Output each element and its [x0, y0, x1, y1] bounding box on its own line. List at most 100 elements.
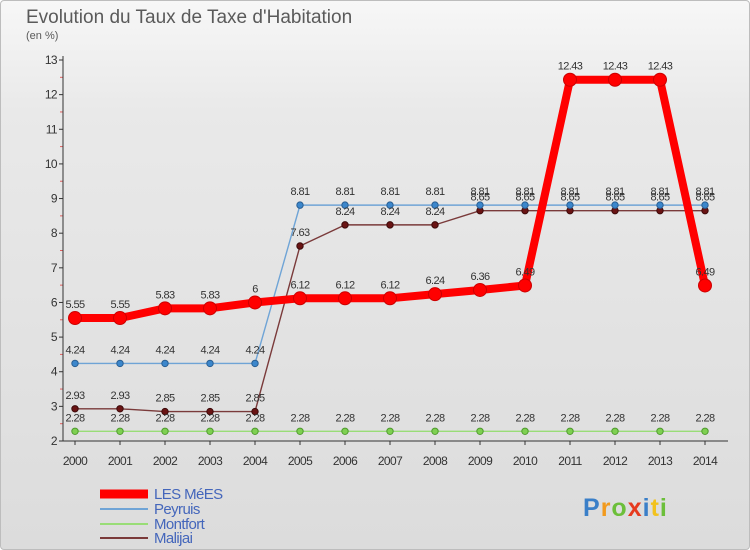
data-label: 8.81 [560, 186, 579, 198]
data-label: 4.24 [65, 344, 84, 356]
axes: 2 3 4 5 6 7 8 9 10 11 12 13 2000 2001 2002 2003 2004 2005… [45, 53, 728, 468]
data-label: 8.81 [380, 186, 399, 198]
data-label: 8.81 [290, 186, 309, 198]
data-point [701, 427, 709, 436]
data-point [566, 201, 574, 209]
data-label: 2.93 [110, 390, 129, 402]
y-tick-label: 9 [51, 192, 58, 206]
data-label: 8.65 [605, 192, 624, 204]
data-point [116, 427, 124, 436]
data-point [296, 201, 304, 209]
data-label: 12.43 [648, 61, 673, 73]
data-point [116, 405, 124, 413]
data-label: 4.24 [155, 344, 174, 356]
data-label: 6.12 [335, 279, 354, 291]
data-point [608, 72, 622, 87]
data-point [428, 287, 442, 302]
logo-letter: i [660, 494, 668, 522]
legend-label: Peyruis [154, 501, 200, 518]
data-label: 2.28 [515, 412, 534, 424]
data-label: 2.28 [245, 412, 264, 424]
chart-subtitle: (en %) [26, 30, 58, 42]
chart-title: Evolution du Taux de Taxe d'Habitation [26, 7, 352, 28]
data-label: 12.43 [603, 61, 628, 73]
data-label: 5.55 [110, 299, 129, 311]
data-point [116, 359, 124, 368]
proxiti-logo: Proxiti [583, 494, 668, 522]
data-point [296, 427, 304, 436]
data-label: 4.24 [245, 344, 264, 356]
data-label: 2.28 [65, 412, 84, 424]
legend-label: Montfort [154, 516, 206, 533]
data-point [563, 72, 577, 87]
data-point [476, 201, 484, 209]
data-point [161, 359, 169, 368]
data-label: 2.85 [155, 393, 174, 405]
x-tick-label: 2007 [378, 454, 403, 468]
data-labels-layer: 5.55 5.55 5.83 5.83 6 6.12 6.12 6.12 6.24 6.36 6.4… [65, 61, 715, 425]
data-label: 4.24 [110, 344, 129, 356]
y-tick-label: 8 [51, 226, 58, 240]
x-tick-label: 2000 [63, 454, 88, 468]
data-point [161, 427, 169, 436]
data-point [431, 427, 439, 436]
data-label: 2.28 [605, 412, 624, 424]
data-point [656, 427, 664, 436]
x-tick-label: 2009 [468, 454, 493, 468]
data-point [431, 221, 439, 229]
series-malijai [71, 206, 709, 416]
data-point [653, 72, 667, 87]
data-label: 8.81 [605, 186, 624, 198]
x-tick-label: 2004 [243, 454, 268, 468]
data-label: 6.24 [425, 275, 444, 287]
y-tick-label: 4 [51, 365, 58, 379]
data-label: 2.28 [560, 412, 579, 424]
data-label: 8.81 [650, 186, 669, 198]
y-tick-label: 11 [46, 122, 58, 136]
logo-text: Proxiti [583, 494, 668, 522]
x-tick-label: 2006 [333, 454, 358, 468]
x-tick-label: 2008 [423, 454, 448, 468]
data-label: 6.36 [470, 271, 489, 283]
data-point [203, 301, 217, 316]
data-point [206, 359, 214, 368]
y-tick-label: 3 [51, 399, 58, 413]
data-point [701, 201, 709, 209]
data-point [431, 201, 439, 209]
data-point [206, 427, 214, 436]
data-point [206, 407, 214, 416]
data-point [161, 407, 169, 416]
data-point [113, 311, 127, 326]
data-label: 4.24 [200, 344, 219, 356]
y-tick-label: 10 [45, 157, 58, 171]
data-label: 6.12 [380, 279, 399, 291]
data-label: 6 [252, 283, 258, 295]
data-point [698, 278, 712, 293]
data-point [611, 427, 619, 436]
data-label: 2.28 [650, 412, 669, 424]
legend-label: Malijai [154, 530, 193, 547]
data-point [71, 427, 79, 436]
data-label: 2.28 [335, 412, 354, 424]
data-point [341, 221, 349, 229]
data-point [341, 201, 349, 209]
data-label: 2.28 [155, 412, 174, 424]
data-label: 8.65 [560, 192, 579, 204]
data-label: 2.28 [200, 412, 219, 424]
y-tick-label: 12 [45, 88, 58, 102]
data-label: 2.93 [65, 390, 84, 402]
data-label: 12.43 [558, 61, 583, 73]
data-point [518, 278, 532, 293]
series-les-m-es [68, 72, 712, 326]
data-label: 2.28 [425, 412, 444, 424]
data-point [293, 291, 307, 306]
x-tick-label: 2013 [648, 454, 673, 468]
series-layer [68, 72, 712, 436]
data-point [386, 427, 394, 436]
x-tick-label: 2012 [603, 454, 628, 468]
data-point [521, 427, 529, 436]
data-point [566, 427, 574, 436]
data-point [521, 201, 529, 209]
